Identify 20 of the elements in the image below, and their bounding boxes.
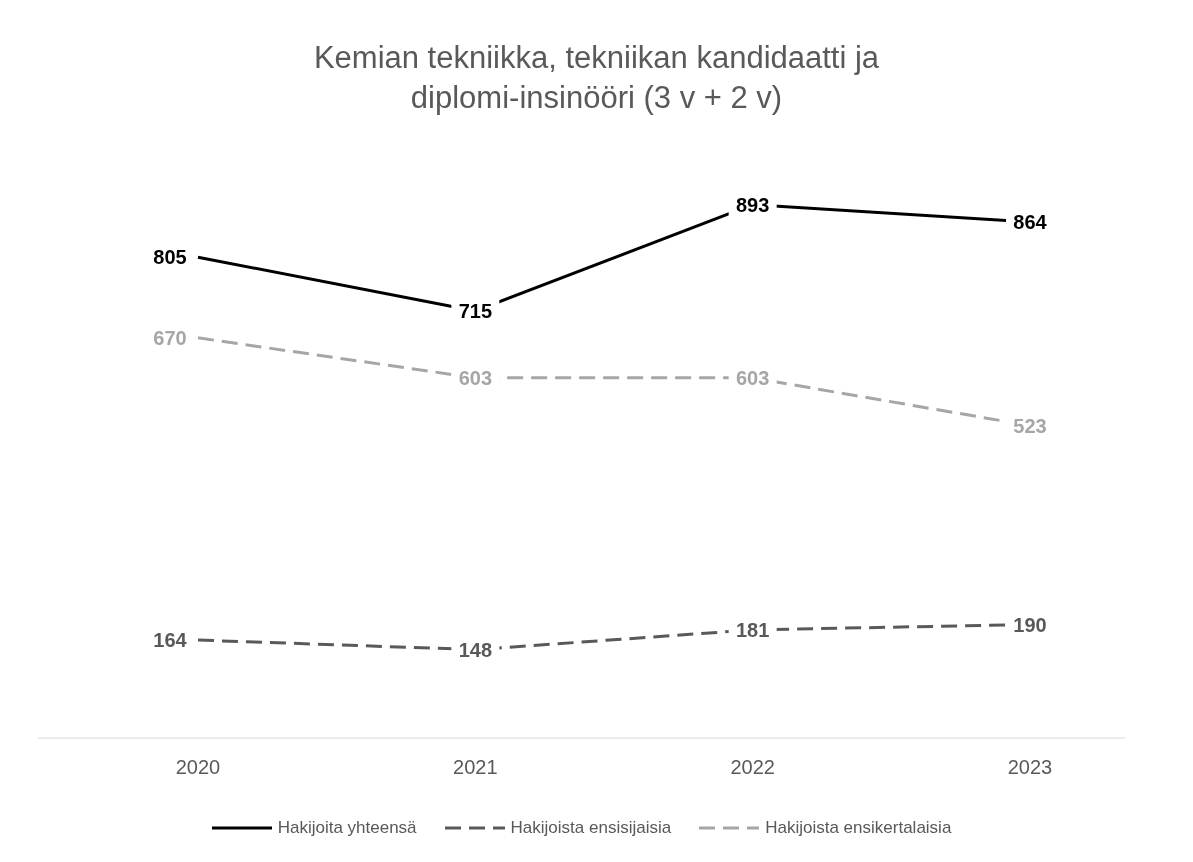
data-label: 805 [153, 246, 187, 269]
legend-label: Hakijoita yhteensä [277, 818, 417, 838]
data-label: 603 [735, 366, 770, 389]
data-label: 181 [735, 618, 770, 641]
x-tick-label: 2022 [730, 756, 775, 779]
data-label: 148 [458, 638, 493, 661]
data-label: 670 [153, 326, 187, 349]
x-tick-label: 2021 [453, 756, 498, 779]
data-label: 603 [458, 366, 493, 389]
data-label: 164 [153, 629, 188, 652]
x-tick-label: 2023 [1007, 756, 1053, 779]
data-label: 190 [1013, 613, 1047, 636]
x-tick-label: 2020 [175, 756, 221, 779]
legend-label: Hakijoista ensisijaisia [510, 818, 672, 838]
data-label: 523 [1013, 414, 1047, 437]
data-label: 864 [1013, 210, 1048, 233]
chart-title: Kemian tekniikka, tekniikan kandidaatti ja diplomi-insinööri (3 v + 2 v) [312, 39, 881, 117]
data-label: 715 [458, 299, 493, 322]
data-label: 893 [735, 193, 770, 216]
legend-label: Hakijoista ensikertalaisia [765, 818, 952, 838]
